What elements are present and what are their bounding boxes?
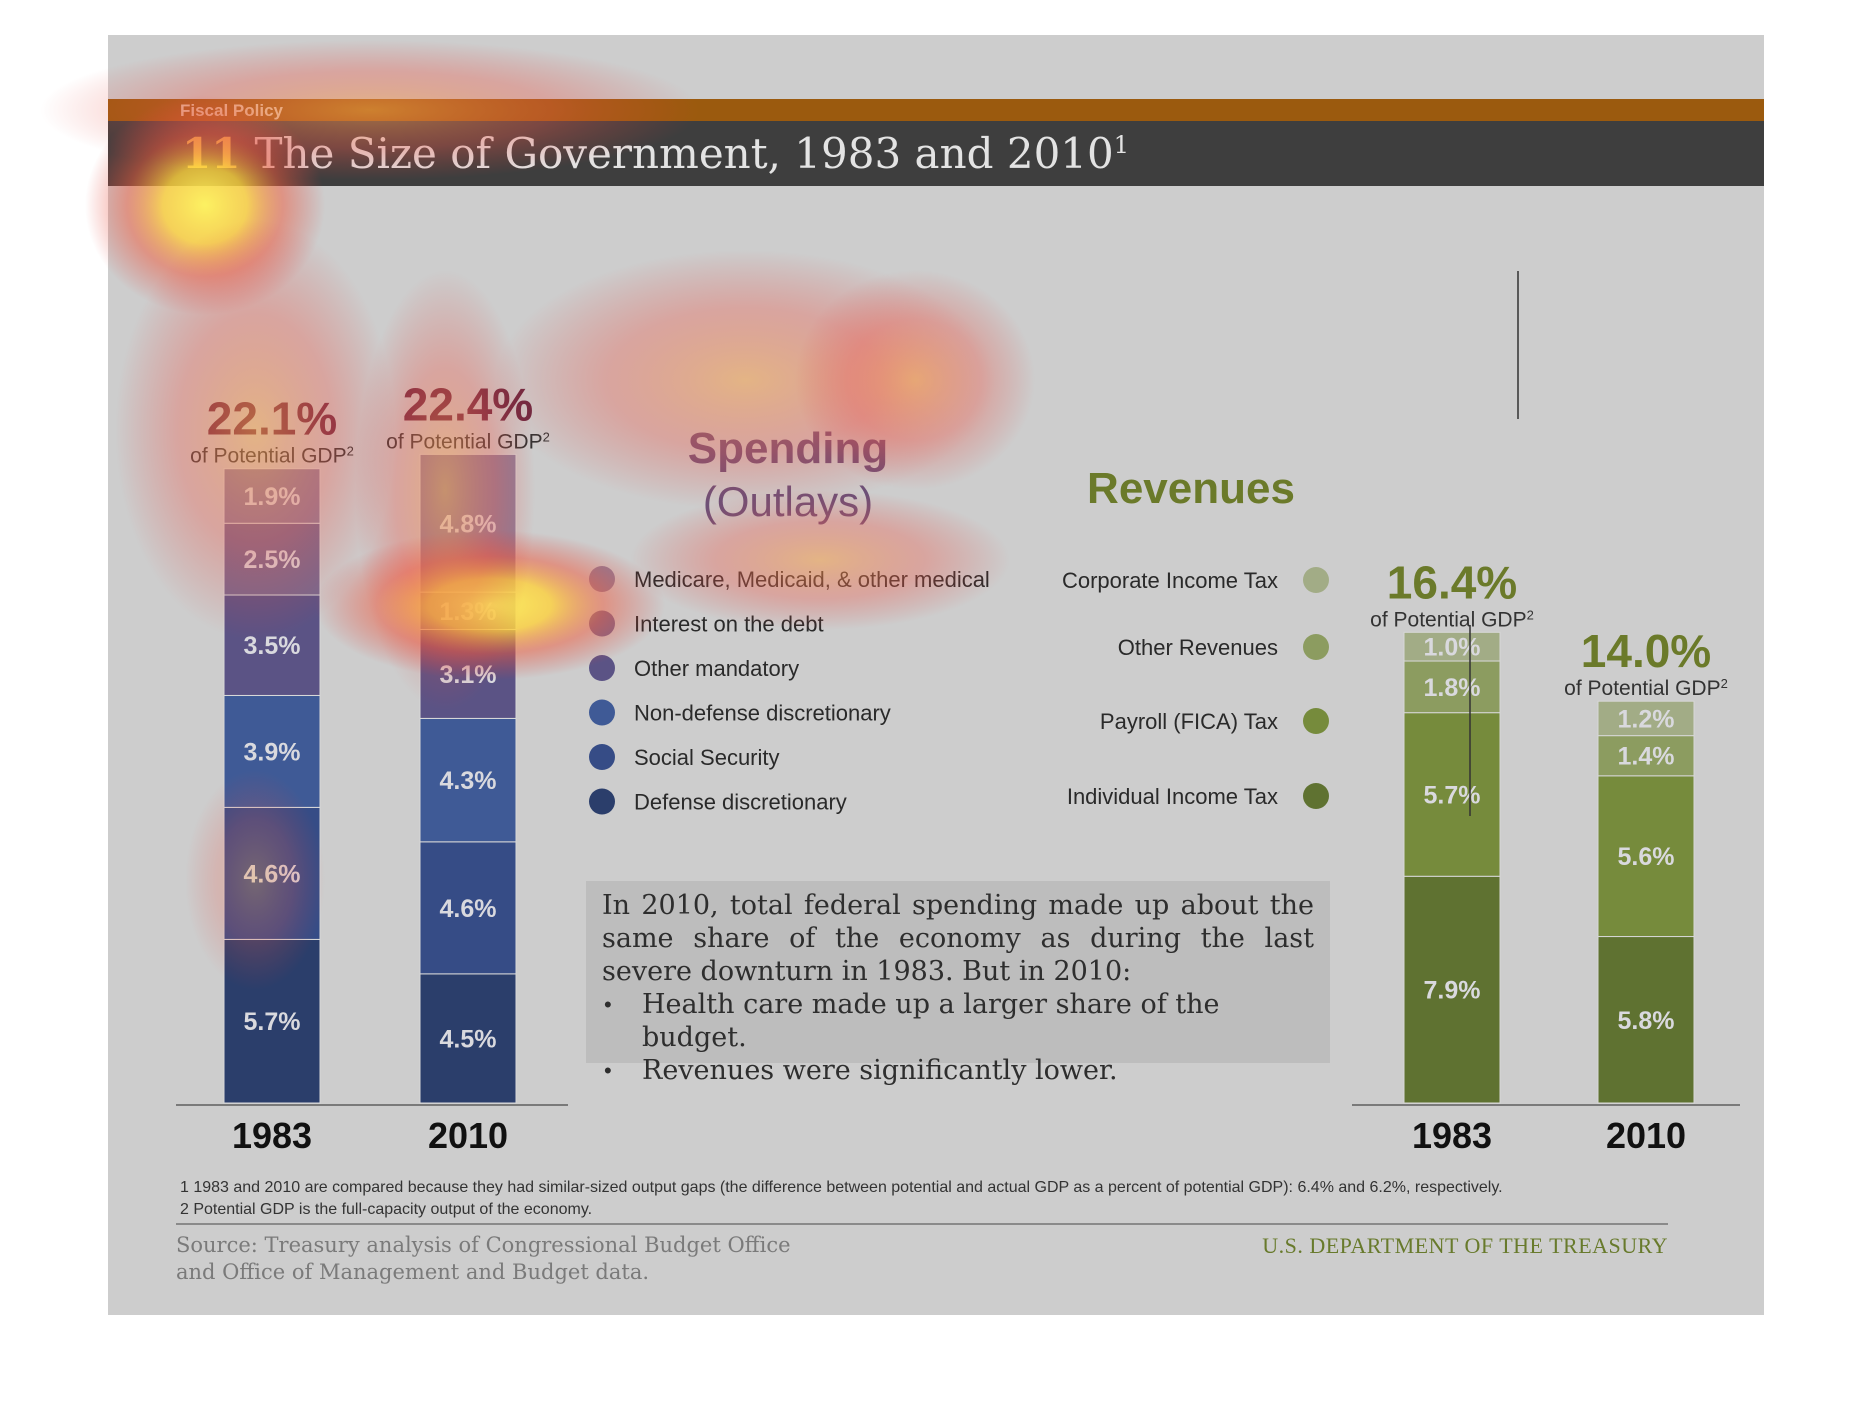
revenue-bar-segment	[1403, 631, 1501, 662]
spending-segment-label: 4.6%	[440, 895, 497, 923]
revenue-year-label: 1983	[1412, 1115, 1492, 1156]
spending-total-sublabel: of Potential GDP2	[190, 443, 354, 468]
spending-legend-label: Medicare, Medicaid, & other medical	[634, 567, 990, 592]
revenue-total-sublabel: of Potential GDP2	[1370, 607, 1534, 632]
revenue-segment-label: 1.4%	[1618, 743, 1675, 771]
spending-legend-label: Interest on the debt	[634, 612, 824, 637]
revenue-bar-segment	[1403, 875, 1501, 1104]
spending-total-label: 22.4%	[403, 378, 533, 430]
revenue-year-label: 2010	[1606, 1115, 1686, 1156]
spending-legend-swatch	[589, 788, 615, 815]
source-note: Source: Treasury analysis of Congression…	[176, 1232, 976, 1286]
spending-segment-label: 4.3%	[440, 767, 497, 795]
revenue-segment-label: 7.9%	[1424, 977, 1481, 1005]
spending-legend-swatch	[589, 744, 615, 770]
revenue-segment-label: 5.8%	[1618, 1007, 1675, 1035]
callout-box: In 2010, total federal spending made up …	[586, 881, 1330, 1087]
spending-bar-segment	[419, 717, 517, 843]
agency-name: U.S. DEPARTMENT OF THE TREASURY	[1262, 1233, 1668, 1258]
spending-bar-segment	[419, 973, 517, 1104]
revenue-segment-label: 5.6%	[1618, 843, 1675, 871]
spending-segment-label: 1.9%	[244, 483, 301, 511]
revenue-total-label: 14.0%	[1581, 625, 1711, 677]
spending-segment-label: 4.5%	[440, 1025, 497, 1053]
footnote-2: 2 Potential GDP is the full-capacity out…	[180, 1201, 593, 1218]
spending-segment-label: 1.3%	[440, 598, 497, 626]
spending-segment-label: 5.7%	[244, 1008, 301, 1036]
revenue-bar-segment	[1403, 712, 1501, 877]
footnotes: 1 1983 and 2010 are compared because the…	[180, 1177, 1700, 1221]
source-line-2: and Office of Management and Budget data…	[176, 1260, 650, 1284]
spending-legend-swatch	[589, 699, 615, 726]
spending-segment-label: 3.5%	[244, 632, 301, 660]
revenue-legend-label: Payroll (FICA) Tax	[1100, 709, 1278, 734]
revenue-bar-segment	[1597, 735, 1695, 777]
revenue-legend-label: Corporate Income Tax	[1062, 568, 1278, 593]
spending-year-label: 1983	[232, 1115, 312, 1156]
spending-segment-label: 4.6%	[244, 860, 301, 888]
revenue-legend-swatch	[1303, 708, 1329, 734]
spending-segment-label: 3.1%	[440, 661, 497, 689]
revenue-total-label: 16.4%	[1387, 556, 1517, 608]
spending-year-label: 2010	[428, 1115, 508, 1156]
spending-legend-label: Non-defense discretionary	[634, 701, 891, 726]
spending-legend-label: Defense discretionary	[634, 790, 847, 815]
footnote-1: 1 1983 and 2010 are compared because the…	[180, 1179, 1503, 1196]
spending-title: Spending	[688, 424, 888, 473]
spending-segment-label: 2.5%	[244, 546, 301, 574]
callout-list: Health care made up a larger share of th…	[602, 988, 1314, 1087]
revenue-legend-swatch	[1303, 567, 1329, 593]
spending-total-sublabel: of Potential GDP2	[386, 429, 550, 454]
revenue-segment-label: 1.0%	[1424, 634, 1481, 662]
spending-legend-swatch	[589, 610, 615, 637]
callout-bullet: Revenues were significantly lower.	[604, 1054, 1314, 1087]
revenue-legend-swatch	[1303, 634, 1329, 660]
spending-legend-swatch	[589, 566, 615, 592]
title-footnote-mark: 1	[1113, 131, 1130, 159]
revenue-legend-swatch	[1303, 783, 1329, 809]
spending-segment-label: 3.9%	[244, 738, 301, 766]
revenue-bar-segment	[1597, 700, 1695, 737]
spending-segment-label: 4.8%	[440, 510, 497, 538]
spending-legend-label: Social Security	[634, 745, 780, 770]
revenue-total-sublabel: of Potential GDP2	[1564, 676, 1728, 701]
callout-bullet: Health care made up a larger share of th…	[604, 988, 1314, 1054]
spending-legend-swatch	[589, 655, 615, 681]
revenue-segment-label: 1.2%	[1618, 705, 1675, 733]
revenue-title: Revenues	[1087, 464, 1295, 513]
callout-intro: In 2010, total federal spending made up …	[602, 890, 1314, 987]
revenue-segment-label: 5.7%	[1424, 781, 1481, 809]
spending-total-label: 22.1%	[207, 393, 337, 445]
spending-legend-label: Other mandatory	[634, 656, 799, 681]
spending-bar-segment	[419, 841, 517, 975]
revenue-legend-label: Individual Income Tax	[1067, 784, 1278, 809]
revenue-bar-segment	[1597, 936, 1695, 1104]
slide: Fiscal Policy 11 The Size of Government, …	[108, 35, 1764, 1315]
footer-divider	[176, 1223, 1668, 1225]
charts: 5.7%4.6%3.9%3.5%2.5%1.9%22.1%of Potentia…	[176, 271, 1740, 1156]
spending-subtitle: (Outlays)	[703, 478, 873, 525]
revenue-bar-segment	[1403, 660, 1501, 714]
revenue-bar-segment	[1597, 775, 1695, 938]
source-line-1: Source: Treasury analysis of Congression…	[176, 1233, 791, 1257]
revenue-legend-label: Other Revenues	[1118, 635, 1278, 660]
revenue-segment-label: 1.8%	[1424, 674, 1481, 702]
